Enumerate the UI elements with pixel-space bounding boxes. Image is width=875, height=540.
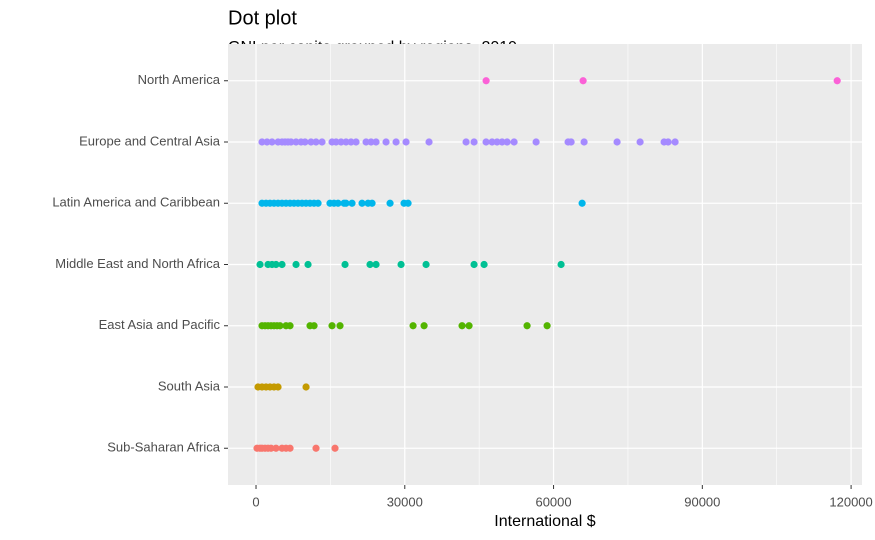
dot	[292, 138, 300, 146]
y-tick-label: Europe and Central Asia	[79, 133, 221, 148]
dot	[312, 444, 320, 452]
dot	[458, 322, 466, 330]
dot	[278, 260, 286, 269]
dot	[274, 383, 282, 391]
dot	[342, 138, 350, 146]
dot	[286, 444, 294, 452]
dot	[287, 138, 295, 146]
dot	[636, 138, 644, 146]
dot	[366, 260, 374, 269]
dot	[470, 260, 478, 269]
dot	[272, 260, 280, 269]
dot	[307, 138, 315, 146]
y-tick-label: South Asia	[158, 378, 221, 393]
dot	[304, 260, 312, 269]
dot	[372, 138, 380, 146]
dot	[523, 322, 531, 330]
dot	[372, 260, 380, 269]
dot	[498, 138, 506, 146]
x-tick-label: 0	[252, 494, 259, 509]
dot	[402, 138, 410, 146]
dot	[314, 199, 322, 207]
dot	[404, 199, 412, 207]
dot	[292, 260, 300, 269]
dot	[425, 138, 433, 146]
dot	[480, 260, 488, 269]
y-tick-label: Latin America and Caribbean	[52, 195, 220, 210]
x-tick-label: 120000	[829, 494, 872, 509]
dot	[386, 199, 394, 207]
dot	[382, 138, 390, 146]
chart-title: Dot plot	[228, 7, 297, 29]
dot	[258, 138, 266, 146]
dot	[312, 138, 320, 146]
dot	[256, 260, 264, 269]
x-tick-label: 90000	[684, 494, 720, 509]
dot	[510, 138, 518, 146]
dot	[310, 322, 318, 330]
dot	[368, 199, 376, 207]
dot	[833, 77, 841, 85]
y-tick-label: Middle East and North Africa	[55, 256, 221, 271]
dot	[567, 138, 575, 146]
dot	[336, 322, 344, 330]
y-tick-label: Sub-Saharan Africa	[107, 440, 221, 455]
dot	[367, 138, 375, 146]
dot	[332, 138, 340, 146]
dot	[482, 77, 490, 85]
x-axis-title: International $	[494, 513, 596, 530]
dot	[276, 322, 284, 330]
dot	[392, 138, 400, 146]
dot	[557, 260, 565, 269]
dot	[578, 199, 586, 207]
dot	[493, 138, 501, 146]
dot	[420, 322, 428, 330]
dot	[409, 322, 417, 330]
dot	[341, 260, 349, 269]
dot	[358, 199, 366, 207]
x-tick-label: 30000	[387, 494, 423, 509]
dot	[286, 322, 294, 330]
y-tick-label: East Asia and Pacific	[99, 317, 221, 332]
dot	[337, 138, 345, 146]
dot	[272, 444, 280, 452]
dot	[362, 138, 370, 146]
dot	[302, 383, 310, 391]
dot	[347, 138, 355, 146]
dot	[488, 138, 496, 146]
dot	[580, 138, 588, 146]
y-tick-label: North America	[138, 72, 221, 87]
dot	[470, 138, 478, 146]
dot	[331, 444, 339, 452]
dot	[348, 199, 356, 207]
dot	[267, 444, 275, 452]
dot	[422, 260, 430, 269]
dot	[482, 138, 490, 146]
dot	[503, 138, 511, 146]
dot	[318, 138, 326, 146]
dot	[263, 138, 271, 146]
dot	[342, 199, 350, 207]
dot	[352, 138, 360, 146]
dot	[465, 322, 473, 330]
dot	[543, 322, 551, 330]
dot	[334, 199, 342, 207]
dot	[613, 138, 621, 146]
dot	[532, 138, 540, 146]
dot	[397, 260, 405, 269]
dot	[664, 138, 672, 146]
dot	[268, 138, 276, 146]
dot	[579, 77, 587, 85]
dot	[462, 138, 470, 146]
dot	[671, 138, 679, 146]
dot	[301, 138, 309, 146]
x-tick-label: 60000	[535, 494, 571, 509]
dot	[328, 322, 336, 330]
